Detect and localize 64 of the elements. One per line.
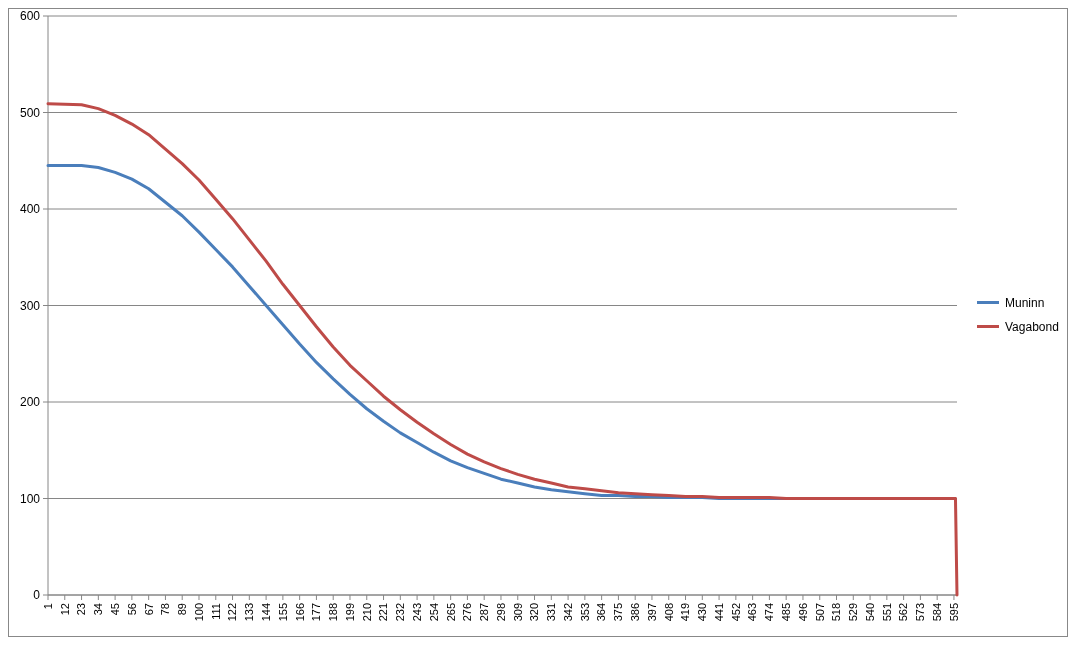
x-tick-label: 441 [712,603,725,622]
y-tick-label: 200 [19,395,41,410]
x-tick-label: 496 [796,603,809,622]
x-tick-label: 331 [545,603,558,622]
x-tick-label: 210 [360,603,373,622]
x-tick-label: 144 [259,603,272,622]
x-tick-label: 320 [528,603,541,622]
x-tick-label: 232 [394,603,407,622]
x-tick-label: 485 [780,603,793,622]
x-tick-label: 177 [310,603,323,622]
y-tick-label: 100 [19,491,41,506]
x-tick-label: 562 [897,603,910,622]
x-tick-label: 166 [293,603,306,622]
x-tick-label: 12 [58,603,71,616]
x-tick-label: 78 [159,603,172,616]
x-tick-label: 1 [41,603,54,610]
x-tick-label: 23 [75,603,88,616]
x-tick-label: 386 [629,603,642,622]
x-tick-label: 56 [125,603,138,616]
legend-label: Muninn [1005,295,1045,310]
y-tick-label: 400 [19,202,41,217]
x-tick-label: 254 [427,603,440,622]
x-tick-label: 507 [813,603,826,622]
x-tick-label: 298 [494,603,507,622]
x-tick-label: 430 [696,603,709,622]
x-tick-label: 551 [880,603,893,622]
x-tick-label: 265 [444,603,457,622]
x-tick-label: 474 [763,603,776,622]
x-tick-label: 595 [947,603,960,622]
x-tick-label: 408 [662,603,675,622]
x-tick-label: 573 [914,603,927,622]
x-tick-label: 133 [243,603,256,622]
y-tick-label: 500 [19,105,41,120]
x-tick-label: 155 [276,603,289,622]
y-tick-label: 600 [19,9,41,24]
x-tick-label: 111 [209,603,222,620]
x-tick-label: 463 [746,603,759,622]
legend-label: Vagabond [1005,319,1059,334]
x-tick-label: 584 [931,603,944,622]
x-tick-label: 188 [327,603,340,622]
x-tick-label: 122 [226,603,239,622]
x-tick-label: 540 [863,603,876,622]
x-tick-label: 67 [142,603,155,616]
x-tick-label: 397 [645,603,658,622]
x-tick-label: 45 [108,603,121,616]
x-tick-label: 375 [612,603,625,622]
x-tick-label: 221 [377,603,390,622]
x-tick-label: 518 [830,603,843,622]
x-tick-label: 452 [729,603,742,622]
x-tick-label: 342 [561,603,574,622]
x-tick-label: 419 [679,603,692,622]
x-tick-label: 364 [595,603,608,622]
x-tick-label: 353 [578,603,591,622]
x-tick-label: 34 [92,603,105,616]
x-tick-label: 287 [478,603,491,622]
y-tick-label: 0 [33,588,41,603]
x-tick-label: 276 [461,603,474,622]
x-tick-label: 243 [410,603,423,622]
x-tick-label: 100 [192,603,205,622]
x-tick-label: 199 [343,603,356,622]
x-tick-label: 89 [176,603,189,616]
y-tick-label: 300 [19,298,41,313]
x-tick-label: 309 [511,603,524,622]
x-tick-label: 529 [847,603,860,622]
